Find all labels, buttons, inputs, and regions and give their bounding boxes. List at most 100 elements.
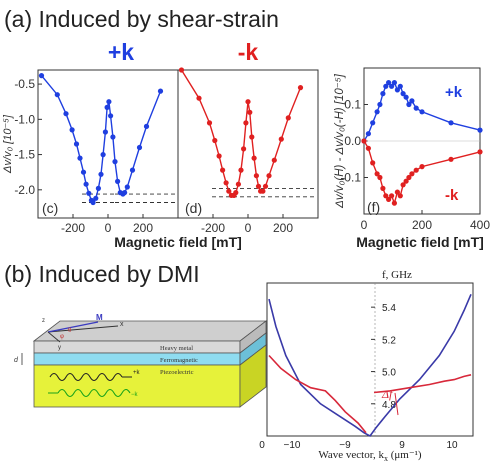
panel-f-series-0-point <box>391 80 397 86</box>
dispersion-ytick-label: 5.4 <box>382 303 396 314</box>
dispersion-series-0-line <box>268 293 472 438</box>
panel-f-series-0-point <box>409 98 415 104</box>
panel-f-series-0-point <box>374 109 380 115</box>
dispersion-ytick-label: 4.8 <box>382 400 396 411</box>
panel-f-series-0-point <box>380 91 386 97</box>
panel-d-series-0-point <box>212 137 218 144</box>
panel-f-series-1-point <box>477 149 483 155</box>
panel-c: +k -0.5 -1.0 -1.5 -2.0 -200 0 200 Δv/v₀ [10⁻⁵… <box>2 39 242 250</box>
panel-f-series-0-point <box>406 101 412 108</box>
panel-f-series-0-point <box>413 105 419 111</box>
panel-c-series-0-point <box>90 199 96 206</box>
panel-f-series-1-point <box>403 178 409 184</box>
axis-x-arrow <box>47 325 119 333</box>
panel-d-series-0-point <box>255 183 262 189</box>
panel-c-series-0-point <box>108 113 114 119</box>
panel-d-frame <box>177 69 319 219</box>
panel-cd-xlabel: Magnetic field [mT] <box>114 234 242 250</box>
panel-d-series-0-point <box>243 120 249 126</box>
panel-f-series-1-point <box>391 200 397 206</box>
panel-f-series-0-point <box>403 94 409 100</box>
panel-d-series-0-point <box>247 109 253 115</box>
dispersion-xtick-label: −10 <box>284 440 301 451</box>
panel-d-header: -k <box>238 39 259 65</box>
panel-d: -k -200 0 200 (d) <box>177 39 319 235</box>
panel-d-series-0-point <box>297 85 304 91</box>
panel-d-series-0-point <box>249 134 255 140</box>
wave-minus-k-label: −k <box>131 392 139 398</box>
panel-f-series-0-point <box>419 109 425 115</box>
section-a-title: (a) Induced by shear-strain <box>4 6 279 32</box>
panel-d-series-0-point <box>196 95 202 101</box>
panel-d-series-0-point <box>216 153 222 159</box>
panel-c-series-0-point <box>124 184 130 190</box>
panel-c-xtick-label: 200 <box>133 221 153 235</box>
panel-f-legend-minus: -k <box>445 187 459 204</box>
vector-label-phi: φ <box>60 334 64 340</box>
panel-c-series-0-point <box>136 144 143 151</box>
panel-c-tag: (c) <box>42 200 58 216</box>
vector-label-z: z <box>42 318 45 324</box>
dispersion-series-2-line <box>373 374 472 394</box>
piezoelectric-layer <box>33 364 241 408</box>
panel-f-xlabel: Magnetic field [mT] <box>356 234 484 250</box>
panel-d-xtick-label: 200 <box>273 221 293 235</box>
dispersion-ytick-label: 5.0 <box>382 368 396 379</box>
panel-f-series-1-point <box>361 138 367 144</box>
panel-f-series-0-point <box>397 83 403 89</box>
panel-f-legend-plus: +k <box>445 84 463 101</box>
panel-f-ytick-label: 0.1 <box>344 98 361 112</box>
panel-c-ytick-label: -2.0 <box>14 183 35 197</box>
panel-c-series-0-point <box>106 99 112 105</box>
panel-d-series-0-point <box>266 173 272 179</box>
panel-c-series-0-point <box>104 104 110 110</box>
panel-c-series-0-point <box>102 129 108 135</box>
panel-f-series-0-point <box>394 87 400 93</box>
panel-c-series-0-point <box>95 185 101 191</box>
dispersion-frame <box>266 282 474 437</box>
panel-f-series-1-point <box>419 164 425 170</box>
panel-c-series-0-point <box>110 134 116 140</box>
panel-c-series-0-point <box>73 141 80 147</box>
panel-d-series-0-point <box>235 181 241 187</box>
panel-c-series-0-point <box>143 123 150 129</box>
vector-label-theta: θ <box>68 328 72 334</box>
panel-f-xtick-label: 0 <box>361 218 368 232</box>
dispersion-xtick-label: 10 <box>446 440 458 451</box>
panel-f-series-1-point <box>374 171 380 177</box>
layer-label-heavy-metal: Heavy metal <box>160 345 193 352</box>
panel-d-series-0-point <box>251 155 257 161</box>
panel-c-series-0-point <box>86 190 92 196</box>
panel-d-series-0-point <box>206 120 213 126</box>
layer-label-ferromagnetic: Ferromagnetic <box>160 357 198 364</box>
panel-f-series-1-point <box>386 196 392 202</box>
panel-d-series-0-point <box>226 188 232 194</box>
wave-plus-k-label: +k <box>133 370 141 376</box>
dispersion-xtick-label: 0 <box>259 440 265 451</box>
panel-c-series-0-point <box>129 167 136 173</box>
panel-d-series-0-point <box>220 167 226 173</box>
panel-d-tag: (d) <box>185 200 202 216</box>
panel-c-series-0-point <box>69 127 75 133</box>
panel-c-ytick-label: -1.5 <box>14 148 35 162</box>
panel-c-series-0-point <box>157 88 164 94</box>
panel-f-series-0-point <box>377 101 383 108</box>
panel-c-header: +k <box>108 39 134 65</box>
panel-c-series-0-point <box>122 190 128 196</box>
panel-f-ytick-label: -0.1 <box>340 171 361 185</box>
panel-c-ylabel: Δv/v₀ [10⁻⁵] <box>2 114 14 174</box>
ferromagnetic-layer <box>33 352 241 366</box>
panel-d-series-0-point <box>241 146 247 152</box>
panel-f-series-1-point <box>400 182 406 188</box>
panel-c-series-0-point <box>98 171 104 177</box>
panel-d-series-0-point <box>262 183 269 189</box>
panel-f-series-1-point <box>406 174 412 181</box>
panel-c-series-0-point <box>54 92 60 98</box>
panel-f-series-0-point <box>370 120 376 126</box>
panel-d-series-0-point <box>285 115 291 121</box>
panel-f-series-0-point <box>383 83 389 89</box>
panel-f-series-1-point <box>413 167 419 173</box>
panel-c-series-0-point <box>115 178 121 184</box>
panel-c-ytick-label: -1.0 <box>14 112 35 126</box>
